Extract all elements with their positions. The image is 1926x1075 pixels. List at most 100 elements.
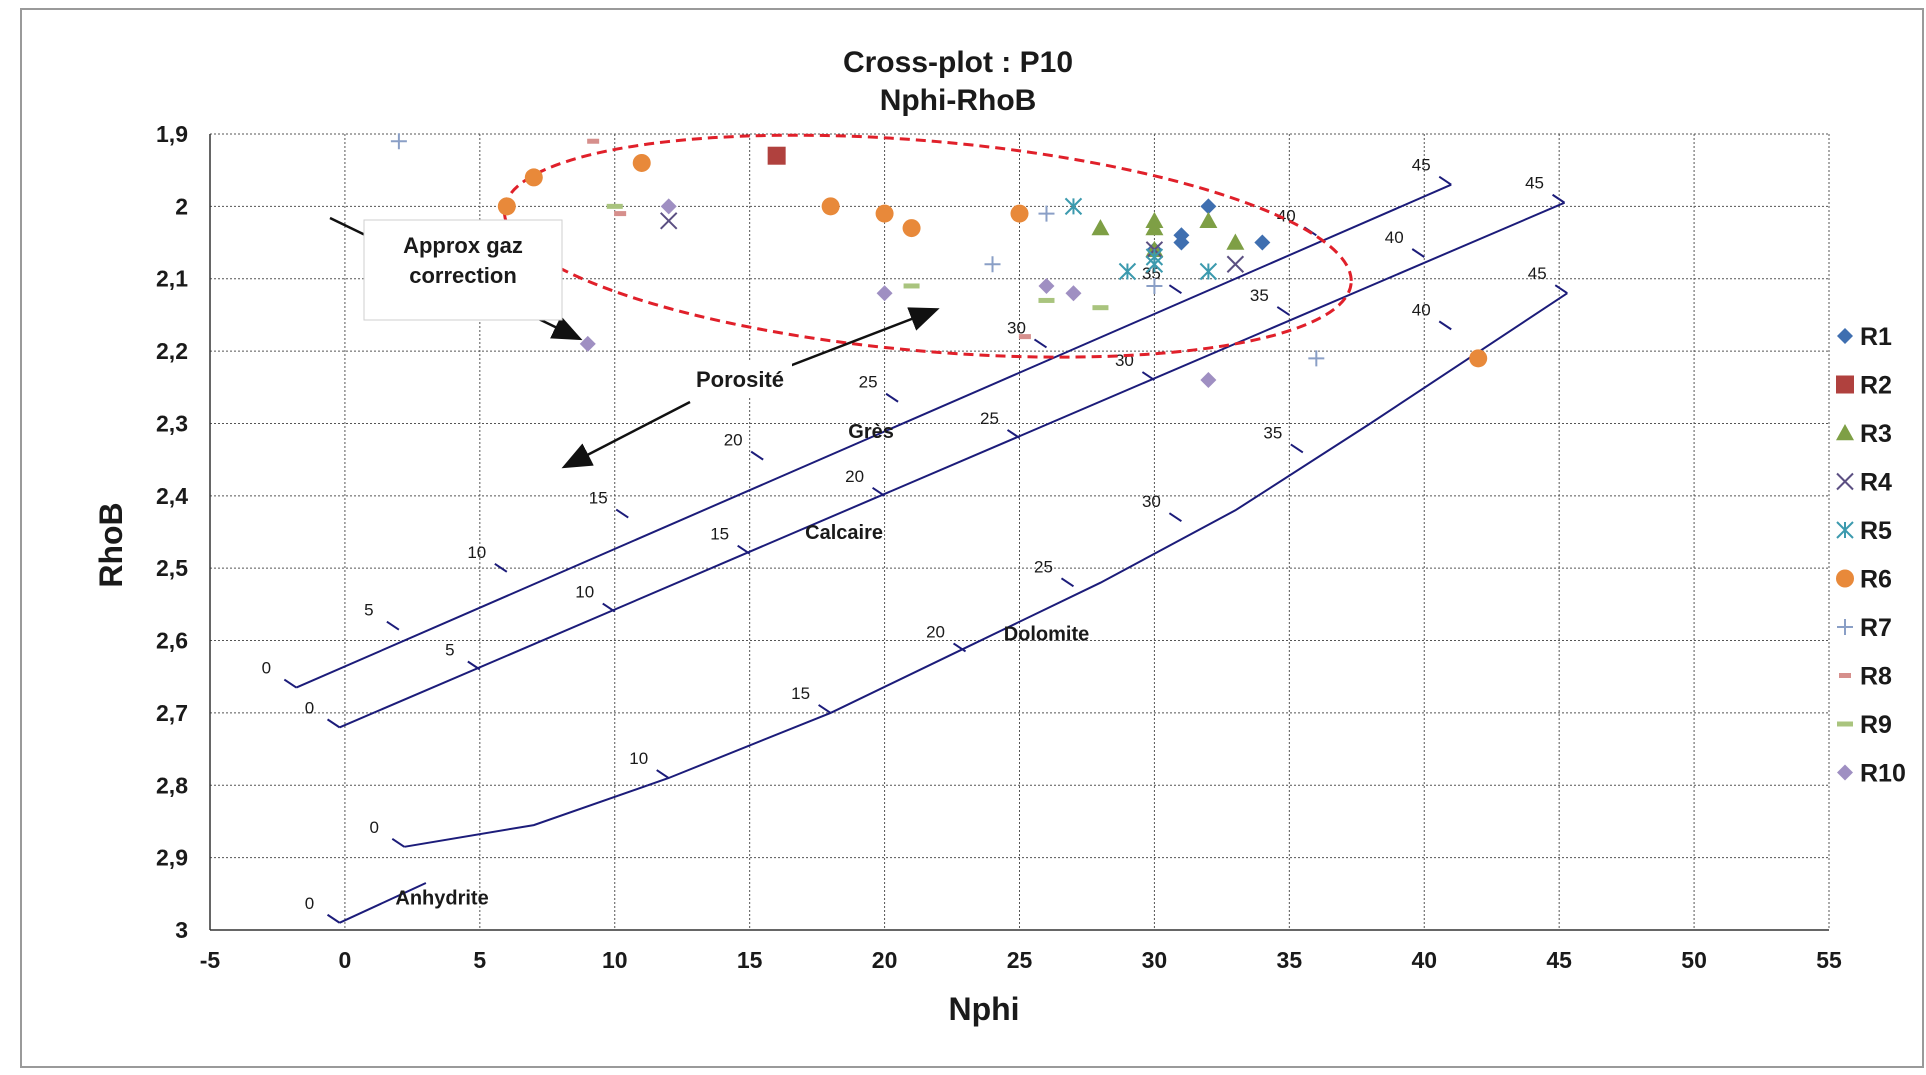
porosity-tick (1290, 443, 1304, 454)
data-point-r2 (767, 146, 786, 165)
porosity-tick (386, 620, 400, 631)
porosity-tick-label: 5 (445, 640, 454, 659)
legend-marker-r8 (1839, 673, 1851, 678)
data-point-r5 (1199, 262, 1218, 281)
data-point-r6 (902, 219, 921, 238)
porosity-tick (467, 660, 481, 671)
porosity-tick-label: 15 (791, 684, 810, 703)
porosity-tick (1006, 429, 1021, 439)
gas-correction-box (363, 219, 563, 321)
porosity-tick-label: 15 (589, 489, 608, 508)
porosity-tick (326, 913, 341, 924)
legend-label: R5 (1860, 517, 1892, 545)
porosity-tick (1276, 306, 1290, 316)
porosity-tick (1554, 284, 1568, 295)
data-point-r6 (1010, 204, 1029, 223)
porosity-tick-label: 20 (926, 622, 945, 641)
data-point-r6 (632, 153, 651, 172)
x-tick-label: -5 (200, 947, 221, 973)
data-point-r7 (1146, 277, 1163, 294)
porosity-tick (1141, 371, 1155, 381)
legend-marker-r6 (1836, 569, 1854, 588)
y-tick-label: 1,9 (156, 121, 188, 147)
legend-label: R2 (1860, 372, 1892, 400)
porosity-tick-label: 25 (859, 373, 878, 392)
y-tick-label: 2,2 (156, 338, 188, 364)
lithology-line-calcaire (339, 201, 1565, 729)
gas-ellipse-group (502, 133, 1353, 359)
lithology-line-grès (295, 183, 1452, 689)
data-point-r6 (497, 197, 516, 216)
chart-title: Cross-plot : P10 (843, 46, 1073, 79)
y-tick-label: 2,3 (156, 410, 188, 436)
data-point-r7 (1308, 350, 1325, 367)
data-point-r10 (1038, 277, 1055, 294)
porosity-tick (737, 544, 751, 555)
data-point-r1 (1200, 198, 1217, 215)
porosity-tick-label: 45 (1412, 156, 1431, 175)
legend: R1 R2 R3 R4 R5 R6 R7 R8 R9 R10 (1836, 323, 1906, 788)
porosity-tick-label: 10 (467, 543, 486, 562)
data-point-r10 (660, 198, 677, 215)
data-point-r8 (614, 211, 627, 217)
annotations: Approx gaz correction Porosité (329, 216, 940, 469)
legend-marker-r2 (1836, 375, 1854, 394)
legend-label: R1 (1860, 323, 1892, 351)
data-point-r5 (1064, 197, 1083, 216)
porosity-tick (391, 837, 405, 848)
data-point-r4 (660, 212, 678, 230)
porosity-tick-label: 20 (724, 431, 743, 450)
legend-label: R9 (1860, 711, 1892, 739)
legend-marker-r10 (1837, 764, 1853, 781)
porosity-tick (1168, 284, 1182, 295)
data-point-r7 (390, 133, 407, 150)
data-point-r6 (524, 168, 543, 187)
data-point-r9 (1092, 305, 1109, 311)
data-point-r1 (1254, 234, 1271, 251)
legend-label: R7 (1860, 614, 1892, 642)
porosity-tick-label: 0 (262, 659, 271, 678)
data-points (390, 133, 1488, 389)
data-point-r3 (1091, 219, 1110, 236)
x-tick-label: 20 (872, 947, 898, 973)
x-tick-label: 55 (1816, 947, 1842, 973)
legend-label: R6 (1860, 566, 1892, 594)
x-tick-label: 45 (1546, 947, 1572, 973)
y-tick-label: 2,6 (156, 628, 188, 654)
legend-marker-r4 (1836, 472, 1854, 491)
data-point-r3 (1145, 219, 1164, 236)
y-tick-label: 2,1 (156, 266, 188, 292)
porosity-tick (283, 678, 297, 689)
y-tick-label: 2,8 (156, 772, 188, 798)
porosity-tick (1168, 512, 1182, 522)
legend-label: R3 (1860, 420, 1892, 448)
porosity-tick (494, 562, 508, 573)
lithology-label: Calcaire (805, 522, 883, 544)
porosity-label: Porosité (696, 367, 784, 392)
porosity-tick-label: 0 (305, 894, 314, 913)
lithology-line-anhydrite (339, 882, 427, 924)
porosity-tick (1411, 248, 1425, 258)
data-point-r3 (1226, 233, 1245, 250)
porosity-tick-label: 20 (845, 467, 864, 486)
porosity-tick-label: 15 (710, 525, 729, 544)
porosity-tick (872, 486, 886, 497)
x-tick-label: 25 (1007, 947, 1033, 973)
legend-label: R8 (1860, 663, 1892, 691)
lithology-label: Anhydrite (395, 888, 488, 910)
porosity-tick-label: 35 (1142, 264, 1161, 283)
y-tick-label: 2 (175, 193, 188, 219)
data-point-r6 (1469, 349, 1488, 368)
chart-frame (20, 8, 1924, 1068)
porosity-tick-label: 0 (370, 818, 379, 837)
data-point-r10 (1200, 372, 1217, 389)
porosity-tick (1552, 193, 1566, 204)
porosity-tick (326, 718, 341, 729)
legend-label: R10 (1860, 760, 1906, 788)
porosity-tick-label: 40 (1385, 228, 1404, 247)
axes: -5 0 5 10 15 20 25 30 35 40 45 50 551,922,12,22,32,4… (156, 121, 1842, 973)
data-point-r9 (903, 283, 920, 289)
porosity-tick (602, 602, 616, 613)
lithology-line-dolomite (404, 292, 1568, 848)
